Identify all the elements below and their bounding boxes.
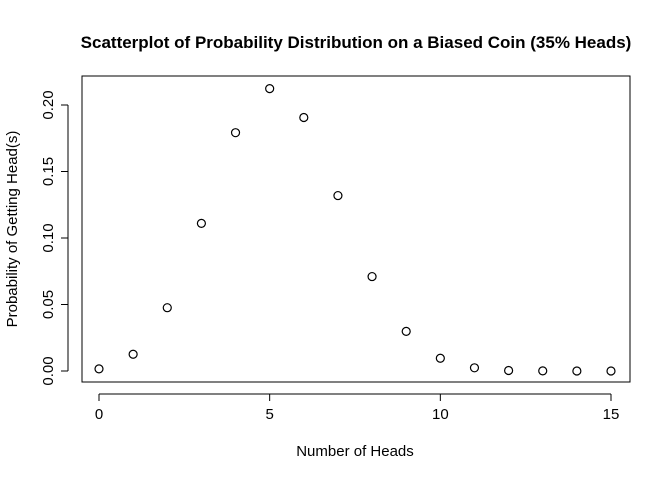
data-point [333, 190, 343, 201]
x-tick-label: 5 [265, 406, 273, 423]
x-axis-label: Number of Heads [296, 443, 414, 460]
data-point [230, 128, 241, 138]
y-tick-label: 0.15 [40, 157, 57, 186]
y-tick-label: 0.20 [40, 90, 57, 119]
x-tick-label: 0 [95, 406, 103, 423]
data-point [265, 84, 275, 94]
data-point [401, 326, 411, 336]
chart-title: Scatterplot of Probability Distribution … [81, 33, 632, 52]
data-point [538, 366, 548, 376]
data-point [367, 271, 377, 282]
y-axis-label: Probability of Getting Head(s) [4, 131, 21, 328]
plot-frame [81, 75, 631, 383]
y-tick-label: 0.00 [40, 356, 57, 385]
data-point [572, 366, 582, 376]
data-point [94, 364, 104, 374]
data-point [469, 363, 480, 373]
y-axis: 0.00 0.05 0.10 0.15 0.20 [40, 90, 69, 386]
x-tick-label: 10 [432, 406, 449, 423]
y-tick-label: 0.05 [40, 290, 57, 319]
x-tick-label: 15 [603, 406, 620, 423]
x-axis: 0 5 10 15 [95, 393, 620, 423]
data-point [196, 218, 206, 228]
data-point [128, 349, 138, 359]
data-point [606, 366, 616, 376]
data-point [435, 353, 445, 363]
data-point [504, 365, 514, 376]
data-point [299, 112, 309, 123]
data-points [94, 84, 616, 376]
y-tick-label: 0.10 [40, 223, 57, 252]
data-point [162, 303, 172, 313]
